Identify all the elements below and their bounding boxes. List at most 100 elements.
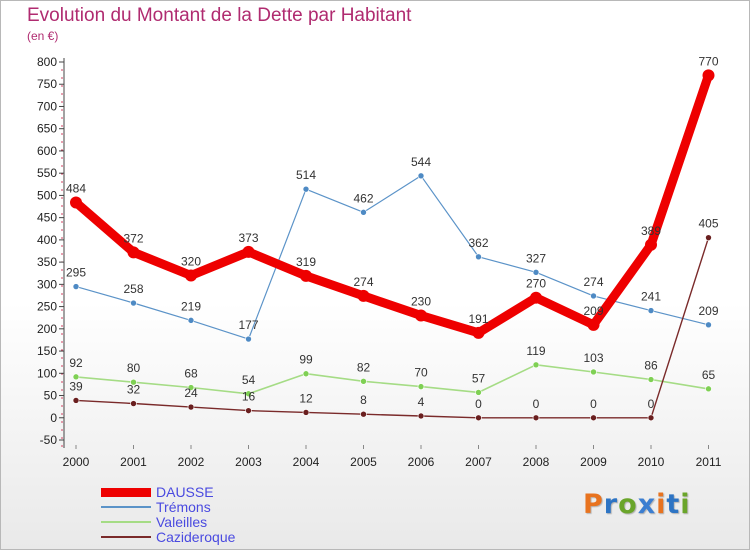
legend-swatch — [101, 506, 151, 508]
y-tick-label: -50 — [40, 433, 58, 447]
data-point — [72, 397, 80, 404]
data-label: 362 — [468, 236, 488, 250]
data-point — [245, 390, 252, 398]
data-label: 514 — [296, 168, 316, 182]
data-label: 92 — [69, 356, 83, 370]
y-tick-label: 550 — [37, 166, 57, 180]
data-label: 327 — [526, 251, 546, 265]
data-point — [590, 368, 597, 376]
data-point — [475, 389, 482, 396]
data-label: 274 — [353, 275, 373, 289]
data-label: 32 — [127, 383, 141, 397]
data-point — [705, 385, 712, 393]
data-label: 258 — [123, 282, 143, 296]
data-label: 12 — [299, 391, 313, 405]
data-label: 320 — [181, 254, 201, 268]
legend-label: Trémons — [156, 499, 211, 515]
data-label: 462 — [353, 191, 373, 205]
data-point — [590, 414, 597, 422]
data-label: 219 — [181, 299, 201, 313]
y-tick-label: 500 — [37, 188, 57, 202]
x-tick-label: 2011 — [696, 455, 722, 469]
data-label: 99 — [299, 353, 313, 367]
data-label: 209 — [583, 304, 603, 318]
data-point — [360, 209, 367, 216]
data-point — [587, 318, 600, 331]
data-labels: 4843723203733192742301912702093897702952… — [66, 54, 719, 410]
data-point — [72, 283, 80, 290]
logo-letter: r — [603, 489, 619, 520]
data-label: 544 — [411, 155, 431, 169]
logo-letter: i — [656, 489, 667, 520]
data-label: 191 — [468, 312, 488, 326]
data-point — [415, 309, 427, 322]
x-tick-label: 2001 — [120, 455, 147, 469]
x-tick-label: 2004 — [293, 455, 320, 469]
y-tick-label: 50 — [44, 389, 58, 403]
data-point — [645, 238, 657, 251]
data-label: 0 — [648, 397, 655, 411]
data-point — [187, 403, 195, 411]
logo-letter: P — [583, 489, 604, 520]
y-tick-label: 450 — [37, 211, 57, 225]
data-point — [242, 245, 255, 258]
x-tick-label: 2010 — [638, 455, 665, 469]
legend-label: Cazideroque — [156, 529, 236, 545]
data-point — [185, 269, 197, 282]
data-label: 484 — [66, 182, 86, 196]
data-point — [472, 326, 485, 339]
legend-swatch — [101, 521, 151, 523]
data-label: 119 — [526, 344, 545, 358]
x-tick-label: 2009 — [580, 455, 607, 469]
legend-swatch — [101, 487, 151, 497]
data-label: 373 — [238, 231, 258, 245]
x-tick-label: 2008 — [523, 455, 550, 469]
chart-subtitle: (en €) — [27, 29, 59, 43]
data-label: 8 — [360, 393, 367, 407]
data-point — [300, 269, 312, 282]
data-point — [130, 400, 137, 407]
y-tick-label: 700 — [37, 99, 57, 113]
data-label: 86 — [644, 359, 658, 373]
data-label: 57 — [472, 371, 486, 385]
data-label: 319 — [296, 255, 316, 269]
legend-swatch — [101, 536, 151, 538]
logo-letter: o — [618, 489, 638, 520]
data-point — [187, 384, 195, 391]
data-label: 295 — [66, 266, 86, 280]
data-label: 103 — [583, 351, 603, 365]
x-tick-label: 2003 — [235, 455, 262, 469]
x-tick-label: 2006 — [408, 455, 435, 469]
data-point — [532, 414, 540, 422]
y-tick-label: 200 — [37, 322, 57, 336]
data-point — [702, 69, 715, 82]
data-point — [475, 414, 482, 422]
data-label: 270 — [526, 277, 546, 291]
y-tick-label: 400 — [37, 233, 57, 247]
data-point — [360, 377, 367, 385]
data-label: 16 — [242, 390, 256, 404]
data-label: 54 — [242, 373, 256, 387]
data-label: 0 — [533, 397, 540, 411]
data-point — [70, 196, 82, 209]
data-label: 274 — [583, 275, 603, 289]
data-label: 39 — [69, 379, 83, 393]
data-point — [245, 335, 252, 343]
data-point — [417, 412, 425, 420]
data-label: 24 — [184, 386, 198, 400]
y-tick-label: 350 — [37, 255, 57, 269]
y-tick-label: 650 — [37, 122, 57, 136]
data-label: 241 — [641, 290, 661, 304]
logo-letter: i — [680, 489, 691, 520]
axes: -500501001502002503003504004505005506006… — [37, 55, 722, 469]
x-tick-label: 2002 — [178, 455, 205, 469]
logo-letter: x — [637, 489, 657, 520]
data-point — [532, 361, 540, 369]
data-label: 389 — [641, 224, 661, 238]
data-point — [130, 378, 137, 386]
series-line-3 — [75, 237, 710, 419]
data-point — [187, 317, 195, 324]
legend-label: Valeilles — [156, 514, 208, 530]
